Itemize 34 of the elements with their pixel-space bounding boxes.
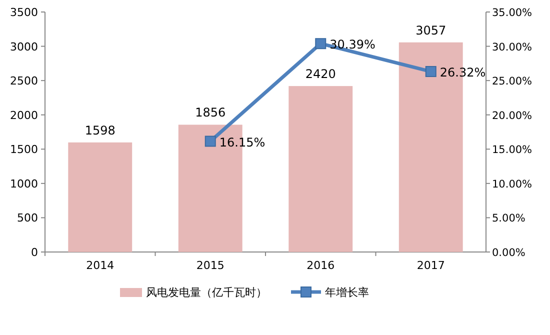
y-tick-label: 3500 [10,6,38,19]
y-tick-label: 500 [17,212,38,225]
x-tick-label: 2017 [416,259,445,272]
legend-label: 风电发电量（亿千瓦时） [146,286,267,299]
y-tick-label: 2500 [10,74,38,88]
point [425,66,436,78]
data-label: 1856 [195,106,226,120]
data-label: 16.15% [219,135,266,150]
y-tick-label: 3000 [10,40,38,54]
data-label: 1598 [84,123,116,138]
y2-tick-label: 10.00% [492,178,532,190]
y2-tick-label: 15.00% [492,144,532,156]
x-tick-label: 2014 [86,259,114,272]
data-label: 3057 [416,23,446,38]
y-tick-label: 0 [31,246,38,259]
y2-tick-label: 30.00% [492,41,532,54]
y-tick-label: 1000 [10,177,38,190]
data-label: 30.39% [330,38,376,52]
data-label: 26.32% [440,66,486,80]
legend-label: 年增长率 [325,286,369,299]
y2-tick-label: 35.00% [492,7,532,19]
bar [68,142,132,252]
y2-tick-label: 5.00% [492,212,526,225]
point [315,38,326,50]
x-tick-label: 2016 [306,259,335,272]
y-tick-label: 2000 [10,108,38,122]
y2-tick-label: 20.00% [492,110,532,122]
data-label: 2420 [305,67,336,82]
point [204,136,216,147]
bar [288,86,353,252]
x-tick-label: 2015 [196,259,224,272]
y2-tick-label: 0.00% [492,247,526,259]
y-tick-label: 1500 [10,143,38,156]
y2-tick-label: 25.00% [492,76,532,88]
